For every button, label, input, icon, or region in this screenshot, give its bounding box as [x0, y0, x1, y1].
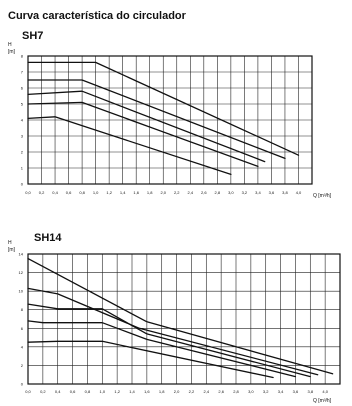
- chart2-curve-2: [27, 287, 319, 376]
- chart1-xlabel: Q [m³/h]: [313, 193, 332, 199]
- chart2-curve-5: [27, 340, 274, 379]
- chart1-xtick-label: 2,4: [188, 190, 194, 195]
- chart1-curve-4: [27, 101, 259, 168]
- chart1-xtick-label: 3,2: [242, 190, 248, 195]
- chart1-ytick-label: 6: [21, 86, 24, 91]
- chart2-xtick-label: 1,8: [159, 389, 165, 394]
- chart2-yunit: [m]: [8, 247, 16, 253]
- chart2-title: SH14: [34, 232, 62, 244]
- chart1-xtick-label: 1,4: [120, 190, 126, 195]
- chart1-xtick-label: 3,8: [282, 190, 288, 195]
- chart1-xtick-label: 3,0: [228, 190, 234, 195]
- chart1-xtick-label: 2,2: [174, 190, 180, 195]
- chart1-xtick-label: 2,0: [160, 190, 166, 195]
- chart2-xtick-label: 2,4: [204, 389, 210, 394]
- chart1-xtick-label: 2,6: [201, 190, 207, 195]
- chart2-curve-1: [27, 257, 334, 375]
- chart2-xtick-label: 0,0: [25, 389, 31, 394]
- chart1-xtick-label: 3,4: [255, 190, 261, 195]
- chart2-xtick-label: 1,2: [114, 389, 120, 394]
- chart1-xtick-label: 2,8: [215, 190, 221, 195]
- chart2-xtick-label: 3,4: [278, 389, 284, 394]
- chart1-ylabel: H: [8, 42, 12, 48]
- chart2-ylabel: H: [8, 240, 12, 246]
- chart1-xtick-label: 1,6: [133, 190, 139, 195]
- chart2-ytick-label: 4: [21, 344, 24, 349]
- chart2-xtick-label: 2,8: [233, 389, 239, 394]
- chart1-xtick-label: 1,2: [106, 190, 112, 195]
- chart1-xtick-label: 0,2: [39, 190, 45, 195]
- chart2-ytick-label: 14: [19, 252, 24, 257]
- chart1-xtick-label: 3,6: [269, 190, 275, 195]
- chart1-yunit: [m]: [8, 49, 16, 55]
- chart1-xtick-label: 1,8: [147, 190, 153, 195]
- chart1-ytick-label: 3: [21, 134, 24, 139]
- chart1-ytick-label: 4: [21, 118, 24, 123]
- chart2-xtick-label: 0,4: [55, 389, 61, 394]
- chart2-ytick-label: 2: [21, 363, 24, 368]
- chart2-xtick-label: 2,2: [189, 389, 195, 394]
- chart2-xtick-label: 1,6: [144, 389, 150, 394]
- chart2-xtick-label: 0,8: [85, 389, 91, 394]
- chart1-xtick-label: 4,0: [296, 190, 302, 195]
- chart2-xlabel: Q [m³/h]: [313, 398, 332, 404]
- chart2-frame: [27, 253, 341, 385]
- chart2-ytick-label: 0: [21, 382, 24, 387]
- chart1-plot: 0,0 0,2 0,4 0,6 0,8 1,0 1,2 1,4 1,6 1,8 2,0 2,2 2,4 2…: [21, 54, 313, 195]
- chart2-xtick-label: 1,4: [129, 389, 135, 394]
- chart2-xtick-label: 2,6: [218, 389, 224, 394]
- chart1-curve-2: [27, 79, 286, 160]
- chart1-xtick-label: 1,0: [93, 190, 99, 195]
- chart2-curve-3: [27, 303, 311, 378]
- chart1-curve-1: [27, 61, 300, 156]
- chart1-xtick-label: 0,6: [66, 190, 72, 195]
- chart1-title: SH7: [22, 30, 43, 42]
- chart2-xtick-label: 3,8: [308, 389, 314, 394]
- chart2-xtick-label: 2,0: [174, 389, 180, 394]
- chart2-xtick-label: 1,0: [100, 389, 106, 394]
- chart2-ytick-label: 10: [19, 289, 24, 294]
- chart1-ytick-label: 2: [21, 150, 24, 155]
- chart1-ytick-label: 8: [21, 54, 24, 59]
- chart2-xtick-label: 3,2: [263, 389, 269, 394]
- chart2-ytick-label: 12: [19, 270, 24, 275]
- chart2-xtick-label: 4,0: [322, 389, 328, 394]
- chart1-ytick-label: 5: [21, 102, 24, 107]
- chart2-xtick-label: 0,2: [40, 389, 46, 394]
- chart1-curve-5: [27, 116, 232, 176]
- chart1-curve-3: [27, 90, 266, 163]
- chart2-xtick-label: 3,6: [293, 389, 299, 394]
- chart1-xtick-label: 0,0: [25, 190, 31, 195]
- chart1-ytick-label: 7: [21, 70, 24, 75]
- chart1-frame: [27, 55, 313, 185]
- chart1-xtick-label: 0,8: [79, 190, 85, 195]
- page-title: Curva característica do circulador: [8, 10, 187, 22]
- chart2-ytick-label: 6: [21, 326, 24, 331]
- chart2-xtick-label: 3,0: [248, 389, 254, 394]
- chart2-ytick-label: 8: [21, 307, 24, 312]
- chart1-ytick-label: 0: [21, 182, 24, 187]
- chart2-xtick-label: 0,6: [70, 389, 76, 394]
- chart2-curve-4: [27, 320, 297, 378]
- chart1-xtick-label: 0,4: [52, 190, 58, 195]
- chart2-plot: 0,0 0,2 0,4 0,6 0,8 1,0 1,2 1,4 1,6 1,8 2,0 2,2 2,4 2…: [19, 252, 341, 394]
- chart1-ytick-label: 1: [21, 166, 24, 171]
